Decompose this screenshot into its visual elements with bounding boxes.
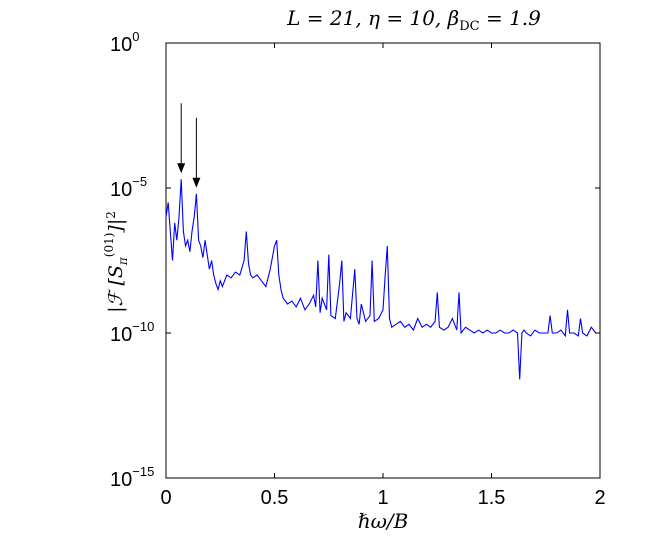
x-tick-label: 1.5 [478, 487, 506, 509]
y-tick-label: 100 [110, 29, 139, 56]
x-tick-label: 1 [377, 487, 388, 509]
y-tick-label: 10−5 [110, 174, 147, 201]
series-line [165, 179, 600, 380]
plot-area [165, 42, 601, 479]
svg-text:|ℱ [Sπ(01)]|2: |ℱ [Sπ(01)]|2 [102, 211, 130, 313]
x-axis: 0 0.5 1 1.5 2 [160, 43, 606, 509]
x-tick-label: 2 [594, 487, 605, 509]
annotation-arrow-head [192, 177, 201, 188]
x-tick-label: 0.5 [261, 487, 289, 509]
y-axis-label: |ℱ [Sπ(01)]|2 [102, 211, 130, 313]
y-tick-label: 10−10 [110, 319, 154, 346]
annotation-arrow-head [177, 163, 186, 174]
annotations [177, 103, 201, 188]
y-axis: 100 10−5 10−10 10−15 [110, 29, 600, 491]
chart-title: L = 21, η = 10, βDC = 1.9 [286, 6, 541, 34]
x-axis-label: ℏω/B [358, 509, 409, 533]
y-tick-label: 10−15 [110, 464, 154, 491]
x-tick-label: 0 [160, 487, 171, 509]
